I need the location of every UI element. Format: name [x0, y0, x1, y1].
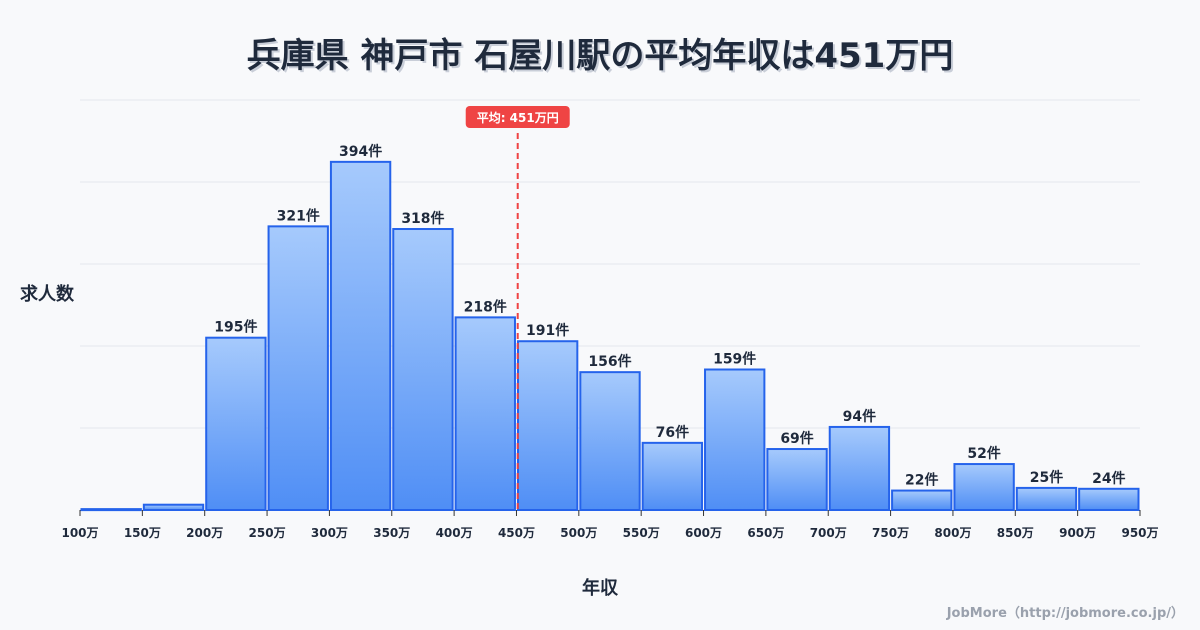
- x-tick-label: 200万: [186, 526, 223, 540]
- histogram-bar: [80, 508, 142, 512]
- x-tick-label: 400万: [436, 526, 473, 540]
- bar-value-label: 69件: [780, 430, 813, 447]
- x-tick-label: 600万: [685, 526, 722, 540]
- bar-value-label: 394件: [339, 143, 382, 160]
- bar-value-label: 25件: [1030, 469, 1063, 486]
- mean-label: 平均: 451万円: [477, 110, 559, 125]
- bar-value-label: 24件: [1092, 470, 1125, 487]
- x-tick-label: 550万: [623, 526, 660, 540]
- bar-value-label: 191件: [526, 322, 569, 339]
- histogram-bar: [205, 336, 267, 511]
- bar-value-label: 156件: [588, 353, 631, 370]
- x-tick-label: 250万: [249, 526, 286, 540]
- x-tick-label: 500万: [560, 526, 597, 540]
- x-tick-label: 950万: [1121, 526, 1158, 540]
- x-tick-label: 700万: [810, 526, 847, 540]
- bar-value-label: 52件: [967, 445, 1000, 462]
- bar-value-label: 159件: [713, 351, 756, 368]
- y-axis-label: 求人数: [20, 284, 74, 305]
- x-tick-label: 300万: [311, 526, 348, 540]
- x-tick-label: 100万: [61, 526, 98, 540]
- x-tick-label: 350万: [373, 526, 410, 540]
- histogram-bar: [267, 225, 329, 511]
- histogram-bar: [704, 368, 766, 511]
- histogram-bar: [142, 503, 205, 511]
- credit-text: JobMore（http://jobmore.co.jp/）: [946, 606, 1184, 621]
- histogram-bar: [828, 425, 891, 512]
- bar-value-label: 76件: [656, 424, 689, 441]
- bar-value-label: 94件: [843, 408, 876, 425]
- bar-value-label: 22件: [905, 472, 938, 489]
- x-tick-label: 800万: [934, 526, 971, 540]
- histogram-bar: [579, 371, 641, 512]
- histogram-bar: [641, 441, 704, 511]
- histogram-bar: [329, 160, 392, 511]
- x-tick-label: 150万: [124, 526, 161, 540]
- x-tick-label: 750万: [872, 526, 909, 540]
- bar-value-label: 321件: [277, 207, 320, 224]
- histogram-bar: [392, 228, 454, 512]
- chart-title: 兵庫県 神戸市 石屋川駅の平均年収は451万円: [246, 36, 954, 76]
- x-tick-label: 900万: [1059, 526, 1096, 540]
- histogram-bar: [1015, 486, 1078, 512]
- histogram-bar: [1078, 487, 1140, 511]
- bar-value-label: 318件: [401, 210, 444, 227]
- x-tick-label: 850万: [997, 526, 1034, 540]
- histogram-bar: [454, 316, 516, 511]
- x-axis-label: 年収: [582, 578, 618, 599]
- mean-label-badge: [465, 106, 570, 128]
- histogram-bar: [516, 340, 579, 511]
- histogram-bar: [953, 463, 1015, 512]
- bar-value-label: 218件: [464, 298, 507, 315]
- histogram-bar: [766, 448, 828, 512]
- x-tick-label: 450万: [498, 526, 535, 540]
- histogram-bar: [891, 489, 953, 511]
- bar-value-label: 195件: [214, 319, 257, 336]
- x-tick-label: 650万: [747, 526, 784, 540]
